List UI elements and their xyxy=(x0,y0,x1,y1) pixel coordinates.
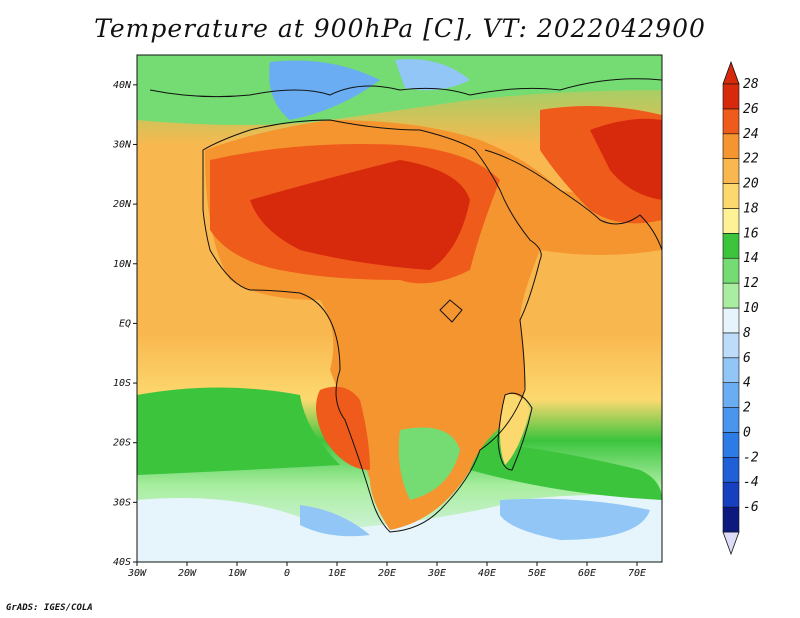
lon-tick-label: 30W xyxy=(127,568,147,579)
colorbar-top-arrow xyxy=(722,60,740,85)
colorbar-segment xyxy=(722,208,740,234)
lat-tick-label: 10S xyxy=(113,378,131,389)
lake-victoria xyxy=(439,299,463,323)
madagascar-field xyxy=(500,394,530,465)
colorbar-label: 10 xyxy=(743,301,759,316)
colorbar-label: 22 xyxy=(743,152,759,167)
colorbar-segment xyxy=(722,108,740,135)
colorbar-segment xyxy=(722,457,740,483)
colorbar-segment xyxy=(722,158,740,184)
cool-pool xyxy=(300,505,370,537)
colorbar-segment xyxy=(722,407,740,433)
colorbar-bottom-arrow xyxy=(722,531,740,556)
cool-pool xyxy=(269,60,380,120)
colorbar-segment xyxy=(722,357,740,383)
lon-tick-label: 0 xyxy=(284,568,290,579)
hottest-region xyxy=(590,118,662,200)
map-title: Temperature at 900hPa [C], VT: 202204290… xyxy=(94,14,706,43)
lon-tick-label: 20W xyxy=(178,568,197,579)
lon-tick-label: 60E xyxy=(578,568,596,579)
hottest-region xyxy=(250,160,470,270)
africa-coastline xyxy=(202,119,542,533)
colorbar-segment xyxy=(722,233,740,259)
southern-green-band xyxy=(137,387,340,475)
lon-tick-label: 40E xyxy=(478,568,496,579)
lon-tick-label: 50E xyxy=(528,568,546,579)
grads-credit: GrADS: IGES/COLA xyxy=(6,603,93,613)
colorbar-segment xyxy=(722,133,740,159)
colorbar-segment xyxy=(722,257,740,284)
lat-tick-label: 20S xyxy=(113,438,131,449)
colorbar-label: 28 xyxy=(743,77,759,92)
colorbar-label: -2 xyxy=(743,450,759,465)
colorbar-segment xyxy=(722,481,740,508)
longitude-axis: 30W 20W 10W 0 10E 20E 30E 40E 50E 60E 70E xyxy=(127,562,646,579)
madagascar-coastline xyxy=(497,392,533,471)
coastlines xyxy=(149,78,662,533)
colorbar-label: 24 xyxy=(743,127,759,142)
lat-tick-label: 10N xyxy=(113,259,132,270)
lat-tick-label: 30N xyxy=(112,139,132,150)
colorbar-segment xyxy=(722,506,740,533)
colorbar-segment xyxy=(722,307,740,334)
colorbar-label: 14 xyxy=(743,251,759,266)
temperature-field xyxy=(137,55,662,562)
cool-pool xyxy=(395,59,470,91)
colorbar-segment xyxy=(722,282,740,309)
colorbar-label: 16 xyxy=(743,226,759,241)
colorbar-label: 20 xyxy=(743,177,759,192)
colorbar-segment xyxy=(722,183,740,209)
mediterranean-coastline xyxy=(149,78,662,98)
colorbar-label: 12 xyxy=(743,276,759,291)
colorbar-segment xyxy=(722,83,740,110)
cool-pool xyxy=(500,498,650,540)
colorbar-segment xyxy=(722,382,740,408)
cool-land-region xyxy=(398,427,460,500)
colorbar-segment xyxy=(722,332,740,359)
colorbar-label: 18 xyxy=(743,201,759,216)
arabia-coastline xyxy=(484,149,662,251)
hot-region xyxy=(316,386,370,470)
lon-tick-label: 70E xyxy=(628,568,646,579)
colorbar-label: -4 xyxy=(743,475,759,490)
lat-tick-label: 40S xyxy=(113,557,131,568)
colorbar-label: 26 xyxy=(743,102,759,117)
colorbar-label: 4 xyxy=(743,376,751,391)
latitude-axis: 40N 30N 20N 10N EQ 10S 20S 30S 40S xyxy=(112,80,137,568)
lat-tick-label: 20N xyxy=(113,199,132,210)
colorbar-label: 2 xyxy=(743,401,751,416)
lon-tick-label: 10E xyxy=(328,568,346,579)
colorbar-label: 0 xyxy=(743,425,751,440)
map-frame xyxy=(136,54,663,563)
lon-tick-label: 10W xyxy=(228,568,247,579)
lat-tick-label: 40N xyxy=(113,80,132,91)
lat-tick-label: EQ xyxy=(119,318,131,329)
lat-tick-label: 30S xyxy=(112,497,131,508)
colorbar-label: 6 xyxy=(743,351,751,366)
colorbar-segment xyxy=(722,432,740,458)
colorbar-label: -6 xyxy=(743,500,759,515)
colorbar-label: 8 xyxy=(743,326,751,341)
lon-tick-label: 30E xyxy=(427,568,446,579)
lon-tick-label: 20E xyxy=(378,568,396,579)
